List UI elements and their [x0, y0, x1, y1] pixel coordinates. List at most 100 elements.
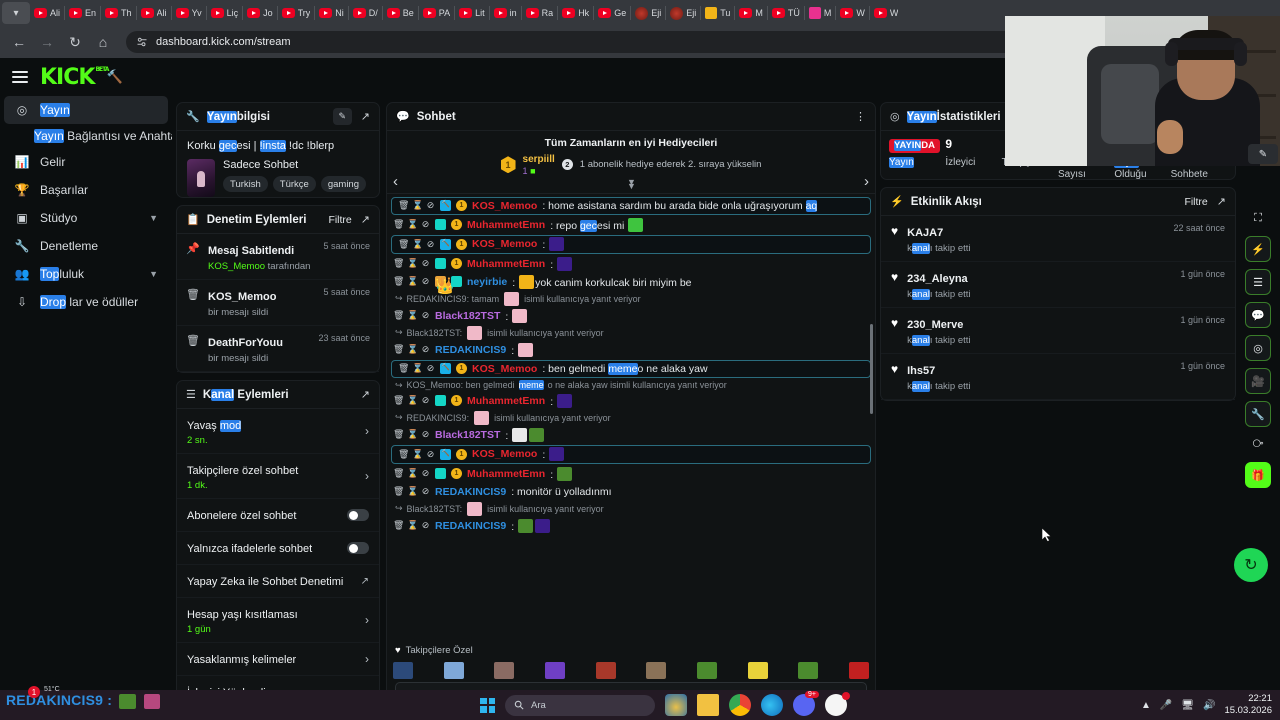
hamburger-menu-icon[interactable]	[12, 71, 28, 83]
timeout-icon[interactable]: ⌛	[407, 468, 419, 478]
ban-icon[interactable]: ⊘	[426, 363, 435, 373]
bookmark-item[interactable]: Try	[278, 8, 315, 18]
hammer-icon[interactable]: 🔨	[106, 69, 123, 84]
chat-message[interactable]: 🗑⌛⊘ 1 KOS_Memoo:	[391, 444, 871, 464]
taskbar-clock[interactable]: 22:21 15.03.2026	[1224, 693, 1272, 717]
app-opera[interactable]	[825, 692, 850, 716]
reload-icon[interactable]: ↻	[69, 33, 81, 50]
delete-message-icon[interactable]: 🗑	[398, 200, 410, 210]
ban-icon[interactable]: ⊘	[426, 200, 435, 210]
chevron-right-icon[interactable]: ›	[365, 469, 369, 483]
chat-message[interactable]: 🗑⌛⊘ 1 KOS_Memoo: ben gelmedi memeo ne alak…	[391, 359, 871, 378]
sidebar-item-yayin[interactable]: ◎ Yayın	[4, 96, 168, 124]
bookmark-item[interactable]: Be	[383, 8, 418, 18]
microphone-icon[interactable]: 🎤	[1159, 699, 1173, 711]
bookmark-item[interactable]: Tu	[701, 7, 734, 19]
chat-message[interactable]: 🗑 ⌛ ⊘ Black182TST:	[387, 426, 875, 444]
delete-message-icon[interactable]: 🗑	[393, 344, 405, 354]
bookmark-item[interactable]: En	[65, 8, 100, 18]
sidebar-item-studyo[interactable]: ▣ Stüdyo ▼	[4, 204, 168, 232]
bookmark-item[interactable]: D/	[349, 8, 382, 18]
popout-icon[interactable]: ↗	[1216, 196, 1226, 208]
lightning-icon[interactable]: ⚡	[1245, 236, 1271, 262]
chat-username[interactable]: neyirbie	[467, 275, 508, 288]
bookmark-item[interactable]: Eji	[631, 6, 665, 20]
emote-quick-bar[interactable]	[387, 660, 875, 682]
chat-username[interactable]: KOS_Memoo	[472, 448, 538, 460]
chat-username[interactable]: MuhammetEmn	[467, 394, 546, 407]
channel-action-row[interactable]: Yapay Zeka ile Sohbet Denetimi ↗	[177, 565, 379, 598]
ban-icon[interactable]: ⊘	[421, 486, 430, 496]
activity-username[interactable]: 234_Aleyna	[907, 273, 968, 285]
activity-row[interactable]: ♥ Ihs57 kanalı takip etti 1 gün önce	[881, 354, 1235, 400]
chat-message[interactable]: 🗑 ⌛ ⊘ 1 MuhammetEmn:	[387, 465, 875, 483]
timeout-icon[interactable]: ⌛	[407, 310, 419, 320]
bookmark-item[interactable]: W	[836, 8, 869, 18]
activity-username[interactable]: Ihs57	[907, 365, 936, 377]
app-edge[interactable]	[761, 694, 783, 716]
taskbar-search[interactable]: Ara	[505, 694, 655, 716]
popout-icon[interactable]: ↗	[360, 389, 370, 401]
chevron-up-icon[interactable]: ▲	[1140, 699, 1151, 711]
chat-message[interactable]: 🗑 ⌛ ⊘ REDAKINCIS9:	[387, 341, 875, 359]
kick-logo[interactable]: KICK BETA	[40, 65, 109, 90]
chevron-right-icon[interactable]: ›	[365, 424, 369, 438]
chat-username[interactable]: KOS_Memoo	[472, 362, 538, 375]
gifter-name[interactable]: serpiill	[522, 154, 555, 165]
channel-action-row[interactable]: Yasaklanmış kelimeler ›	[177, 643, 379, 676]
bookmark-item[interactable]: Lit	[455, 8, 489, 18]
chat-message[interactable]: 🗑⌛⊘ 1 KOS_Memoo:	[391, 234, 871, 254]
delete-message-icon[interactable]: 🗑	[393, 395, 405, 405]
bookmark-item[interactable]: in	[490, 8, 521, 18]
emote-blue-face[interactable]	[393, 662, 413, 679]
chat-username[interactable]: KOS_Memoo	[472, 238, 538, 250]
bookmark-item[interactable]: M	[735, 8, 767, 18]
chevron-right-icon[interactable]: ›	[365, 652, 369, 666]
popout-icon[interactable]: ↗	[360, 214, 370, 226]
chat-username[interactable]: MuhammetEmn	[467, 218, 546, 231]
delete-message-icon[interactable]: 🗑	[393, 258, 405, 268]
chat-username[interactable]: MuhammetEmn	[467, 257, 546, 270]
emote-twitch[interactable]	[544, 662, 565, 679]
ban-icon[interactable]: ⊘	[421, 429, 430, 439]
chevron-right-icon[interactable]: ›	[864, 173, 869, 190]
delete-message-icon[interactable]: 🗑	[393, 486, 405, 496]
bookmark-item[interactable]: TÜ	[768, 8, 804, 18]
refresh-support-icon[interactable]: ↻	[1234, 548, 1268, 582]
timeout-icon[interactable]: ⌛	[412, 238, 424, 249]
channel-action-row[interactable]: Yavaş mod 2 sn. ›	[177, 409, 379, 454]
chat-message[interactable]: 🗑 ⌛ ⊘ 1 MuhammetEmn:	[387, 392, 875, 410]
emote-cat[interactable]	[646, 662, 667, 679]
bookmark-item[interactable]: Th	[101, 8, 136, 18]
ban-icon[interactable]: ⊘	[421, 520, 430, 530]
monitor-icon[interactable]: 🖥	[1181, 699, 1194, 711]
activity-row[interactable]: ♥ KAJA7 kanalı takip etti 22 saat önce	[881, 216, 1235, 262]
bookmark-item[interactable]: M	[805, 7, 836, 19]
timeout-icon[interactable]: ⌛	[412, 363, 424, 373]
activity-row[interactable]: ♥ 234_Aleyna kanalı takip etti 1 gün önce	[881, 262, 1235, 308]
sidebar-item-gelir[interactable]: 📊 Gelir	[4, 148, 168, 176]
mod-action-row[interactable]: 🗑 DeathForYouu bir mesajı sildi 23 saat önc…	[177, 326, 379, 372]
chat-username[interactable]: MuhammetEmn	[467, 467, 546, 480]
timeout-icon[interactable]: ⌛	[412, 200, 424, 210]
filter-button[interactable]: Filtre	[1184, 195, 1208, 208]
channel-action-row[interactable]: Takipçilere özel sohbet 1 dk. ›	[177, 454, 379, 499]
sidebar-item-yayin-baglantisi[interactable]: Yayın Bağlantısı ve Anahtarı	[0, 124, 172, 148]
delete-message-icon[interactable]: 🗑	[398, 363, 410, 373]
pencil-icon[interactable]: ✎	[1248, 144, 1278, 164]
gift-box-icon[interactable]: 🎁	[1245, 462, 1271, 488]
sidebar-item-topluluk[interactable]: 👥 Topluluk ▼	[4, 260, 168, 288]
popout-icon[interactable]: ↗	[360, 111, 370, 123]
bookmark-item[interactable]: Hk	[558, 8, 593, 18]
timeout-icon[interactable]: ⌛	[407, 429, 419, 439]
bookmark-item[interactable]: Yv	[172, 8, 206, 18]
emote-man[interactable]	[494, 662, 515, 679]
bookmark-item[interactable]: Ni	[315, 8, 348, 18]
category-tag[interactable]: gaming	[320, 176, 367, 192]
ban-icon[interactable]: ⊘	[426, 238, 435, 249]
dots-icon[interactable]: ⧂	[1252, 438, 1264, 450]
timeout-icon[interactable]: ⌛	[407, 276, 419, 286]
category-tag[interactable]: Türkçe	[272, 176, 316, 192]
chat-message[interactable]: 🗑 ⌛ ⊘ REDAKINCIS9: monitör ü yolladınmı	[387, 483, 875, 501]
